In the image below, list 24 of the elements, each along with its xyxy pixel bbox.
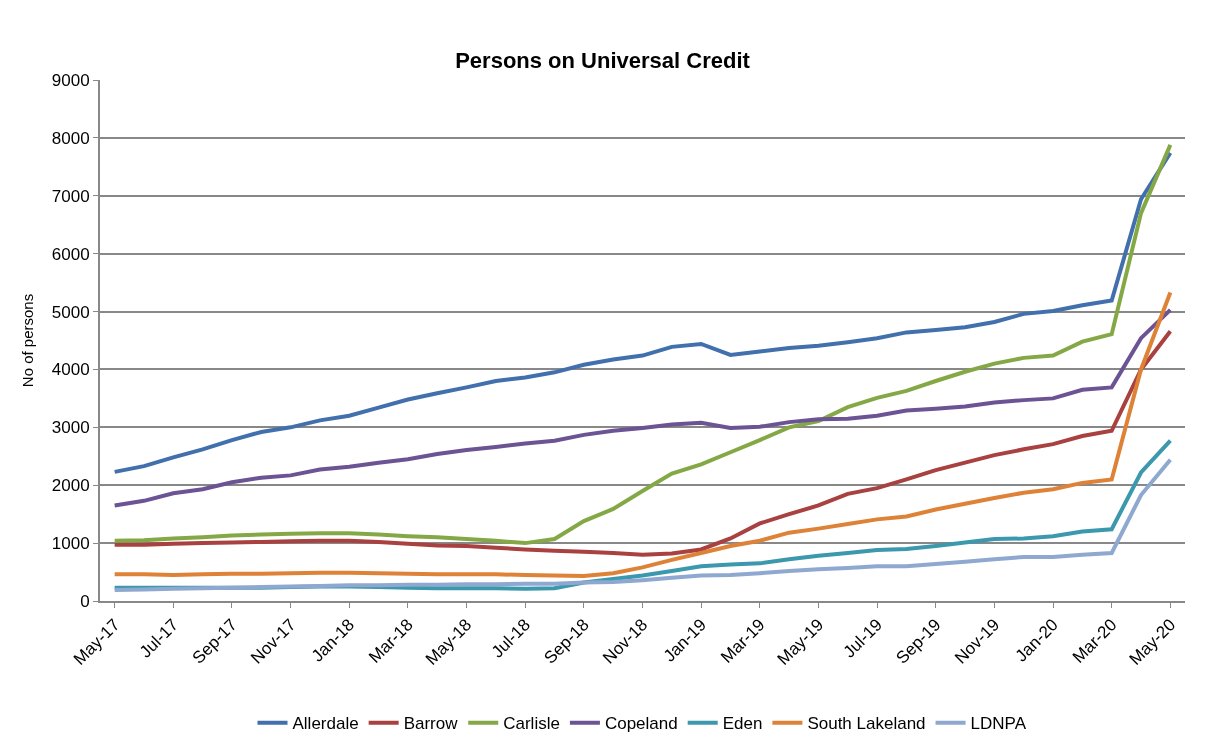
legend-label: Carlisle — [503, 714, 560, 734]
y-tick-label: 0 — [80, 591, 90, 611]
legend-label: LDNPA — [970, 714, 1027, 734]
legend-label: Eden — [722, 714, 763, 734]
line-series — [112, 307, 1173, 508]
legend-label: Allerdale — [292, 714, 359, 734]
y-tick-label: 8000 — [51, 128, 90, 148]
line-series — [112, 290, 1173, 579]
y-tick-label: 9000 — [51, 70, 90, 90]
y-tick-label: 2000 — [51, 476, 90, 496]
y-tick-label: 6000 — [51, 244, 90, 264]
y-tick-label: 5000 — [51, 302, 90, 322]
line-series — [112, 150, 1173, 474]
legend-label: South Lakeland — [807, 714, 926, 734]
y-tick-label: 4000 — [51, 360, 90, 380]
legend-label: Barrow — [403, 714, 459, 734]
line-series — [112, 142, 1173, 546]
legend-label: Copeland — [604, 714, 678, 734]
y-tick-label: 7000 — [51, 186, 90, 206]
chart-title: Persons on Universal Credit — [455, 48, 751, 74]
line-series — [112, 329, 1173, 557]
y-tick-label: 3000 — [51, 418, 90, 438]
y-axis-title: No of persons — [18, 293, 36, 388]
y-tick-label: 1000 — [51, 534, 90, 554]
